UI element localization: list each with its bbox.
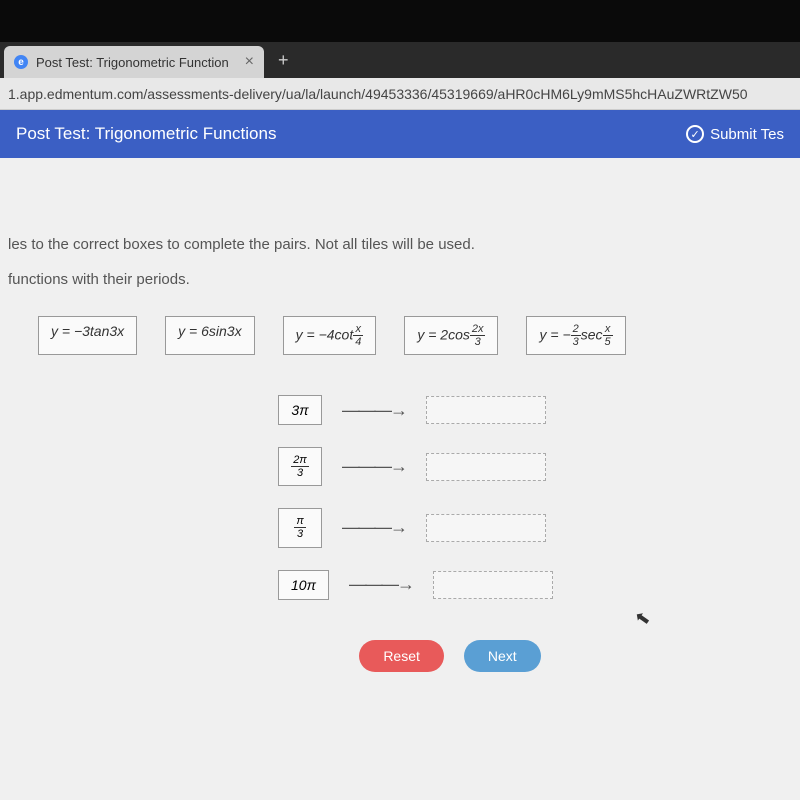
pair-row: π3 ———→ [278,508,792,547]
submit-label: Submit Tes [710,126,784,143]
tile-var: x [117,323,124,339]
arrow-icon: ———→ [342,456,406,477]
new-tab-button[interactable]: + [264,50,303,71]
url-text: 1.app.edmentum.com/assessments-delivery/… [8,86,748,102]
tiles-row: y = −3tan3x y = 6sin3x y = −4cotx4 y = 2… [8,316,792,355]
frac-den: 5 [603,336,613,348]
pair-row: 10π ———→ [278,570,792,600]
window-top-bar [0,0,800,42]
tile-function[interactable]: y = 6sin3x [165,316,254,355]
tile-function[interactable]: y = 2cos2x3 [404,316,498,355]
close-tab-icon[interactable]: × [245,54,254,70]
tile-function[interactable]: y = −3tan3x [38,316,137,355]
frac-num: 2 [571,323,581,336]
tile-text: y = −4cot [296,326,354,342]
browser-tab[interactable]: e Post Test: Trigonometric Function × [4,46,264,78]
tab-title: Post Test: Trigonometric Function [36,55,229,70]
tile-text: y = − [539,326,570,342]
cursor-icon: ⬉ [633,607,652,630]
submit-test-button[interactable]: ✓ Submit Tes [686,125,784,143]
frac-den: 3 [291,467,309,479]
frac-den: 3 [470,336,486,348]
instruction-line-2: functions with their periods. [8,271,792,288]
next-button[interactable]: Next [464,640,541,672]
arrow-icon: ———→ [342,517,406,538]
tile-text: y = 2cos [417,326,470,342]
drop-target[interactable] [426,514,546,542]
page-title: Post Test: Trigonometric Functions [16,124,276,144]
frac-den: 4 [353,336,363,348]
content-area: les to the correct boxes to complete the… [0,158,800,800]
instruction-line-1: les to the correct boxes to complete the… [8,236,792,253]
matching-pairs: 3π ———→ 2π3 ———→ π3 ———→ 10π ———→ [278,395,792,599]
period-value: π3 [278,508,322,547]
buttons-row: Reset Next [108,640,792,672]
frac-num: x [603,323,613,336]
frac-den: 3 [571,336,581,348]
tile-function[interactable]: y = −4cotx4 [283,316,377,355]
url-bar[interactable]: 1.app.edmentum.com/assessments-delivery/… [0,78,800,110]
pair-row: 2π3 ———→ [278,447,792,486]
tile-var: x [235,323,242,339]
frac-num: π [294,515,305,528]
frac-num: 2π [291,454,309,467]
favicon-icon: e [14,55,28,69]
arrow-icon: ———→ [342,400,406,421]
period-value: 3π [278,395,322,425]
period-value: 10π [278,570,329,600]
tile-text: y = 6sin3 [178,323,234,339]
drop-target[interactable] [426,396,546,424]
frac-den: 3 [294,528,305,540]
page-header: Post Test: Trigonometric Functions ✓ Sub… [0,110,800,158]
check-icon: ✓ [686,125,704,143]
drop-target[interactable] [426,453,546,481]
frac-num: 2x [470,323,486,336]
drop-target[interactable] [433,571,553,599]
tile-function[interactable]: y = −23secx5 [526,316,625,355]
browser-tab-bar: e Post Test: Trigonometric Function × + [0,42,800,78]
tile-text: sec [581,326,603,342]
arrow-icon: ———→ [349,574,413,595]
period-value: 2π3 [278,447,322,486]
frac-num: x [353,323,363,336]
pair-row: 3π ———→ [278,395,792,425]
tile-text: y = −3tan3 [51,323,117,339]
reset-button[interactable]: Reset [359,640,444,672]
